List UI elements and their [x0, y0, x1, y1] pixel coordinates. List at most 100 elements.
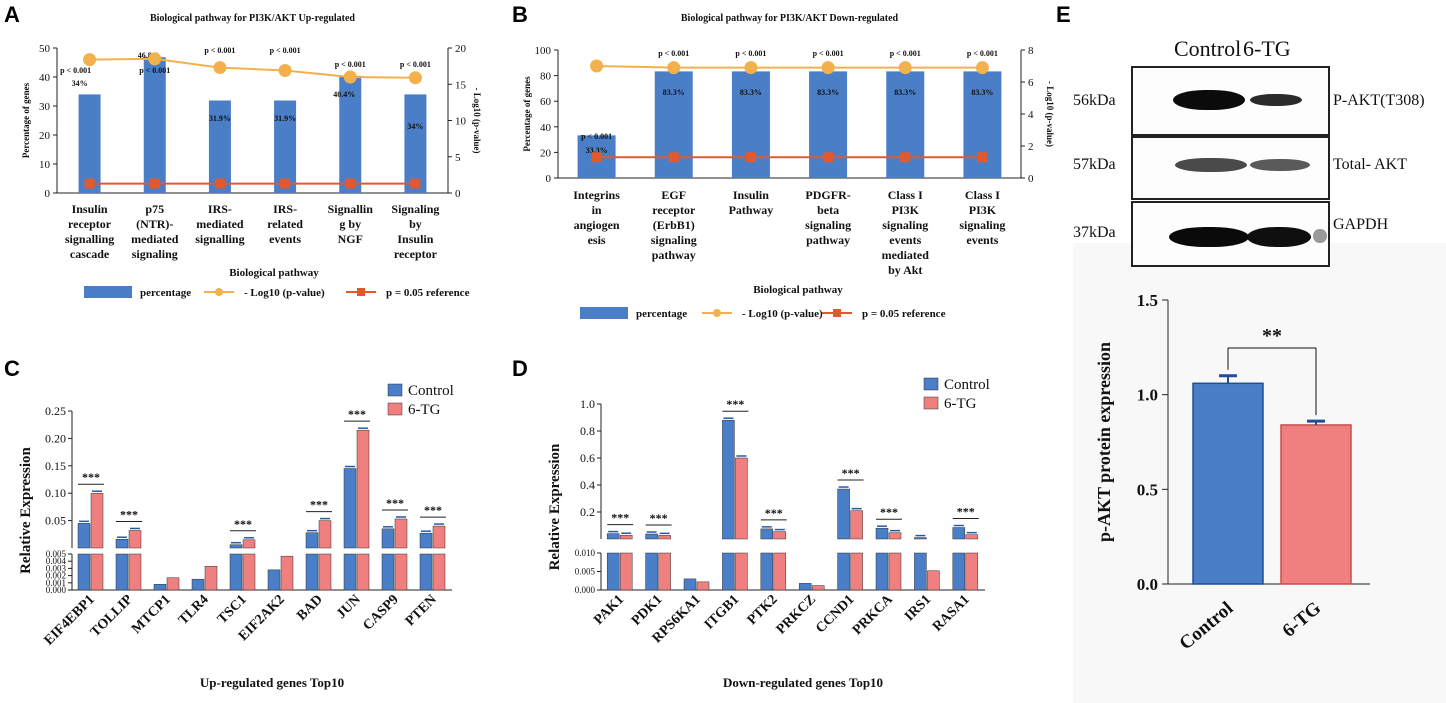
bar-upper-6-TG [242, 539, 256, 549]
pct-data-label: 83.3% [663, 88, 685, 97]
y2-tick-label: 0 [455, 188, 461, 200]
x-tick-label: receptor [394, 247, 438, 261]
bar-upper-6-TG [735, 457, 748, 540]
x-tick-label: PDGFR- [805, 188, 850, 202]
y-tick-label: 0.10 [45, 486, 66, 500]
y-tick-label: 80 [540, 71, 552, 83]
significance-stars: *** [310, 498, 328, 512]
reference-marker [84, 178, 95, 189]
y2-tick-label: 15 [455, 79, 467, 91]
y-tick-label: 0.5 [1137, 480, 1158, 499]
bar-lower-Control [722, 552, 735, 591]
x-tick-label: beta [817, 203, 839, 217]
bar-lower-Control [419, 553, 433, 591]
significance-stars: *** [120, 507, 138, 521]
kda-label-pakt: 56kDa [1073, 92, 1116, 109]
x-tick-label: (NTR)- [136, 217, 173, 231]
pvalue-marker [213, 61, 227, 75]
chart-title: Biological pathway for PI3K/AKT Down-reg… [681, 13, 899, 24]
y-tick-label: 1.0 [1137, 386, 1158, 405]
y-tick-label: 40 [540, 122, 552, 134]
bar-upper-6-TG [658, 535, 671, 540]
x-axis-title: Down-regulated genes Top10 [723, 675, 883, 690]
y-tick-label-lower: 0.000 [46, 585, 67, 595]
bar-lower-6-TG [773, 552, 787, 591]
x-tick-label: by [409, 217, 422, 231]
x-tick-label: signaling [132, 247, 178, 261]
legend-label-percentage: percentage [140, 287, 191, 299]
legend-marker-reference [833, 309, 841, 317]
bar-lower-6-TG [658, 552, 671, 591]
x-tick-label: IRS- [208, 202, 232, 216]
reference-marker [280, 178, 291, 189]
bar-upper-6-TG [619, 534, 633, 540]
kda-label-gapdh: 37kDa [1073, 224, 1116, 241]
bar-lower-Control [153, 583, 167, 591]
bar-Control [1192, 382, 1264, 585]
legend-label-Control: Control [408, 383, 454, 399]
x-tick-label: Signaling [391, 202, 439, 216]
bar-upper-Control [606, 533, 620, 540]
x-tick-label: PI3K [892, 203, 920, 217]
bar-lower-6-TG [927, 570, 940, 591]
bar-upper-6-TG [432, 525, 446, 549]
x-tick-label: signaling [805, 218, 851, 232]
p-value-label: p < 0.001 [967, 49, 998, 58]
significance-stars: ** [1262, 325, 1282, 347]
x-tick-label: ITGB1 [702, 592, 742, 632]
bar-lower-Control [305, 553, 319, 591]
x-tick-label: pathway [652, 248, 696, 262]
bar-lower-6-TG [280, 555, 294, 591]
x-axis-title: Biological pathway [229, 267, 319, 279]
pvalue-marker [278, 63, 292, 77]
p-value-label: p < 0.001 [658, 49, 689, 58]
bar-upper-6-TG [888, 532, 902, 540]
y2-tick-label: 4 [1028, 109, 1034, 121]
y-tick-label: 20 [39, 130, 51, 142]
p-value-label: p < 0.001 [139, 66, 170, 75]
bar-lower-6-TG [696, 581, 710, 591]
y-tick-label: 10 [39, 159, 51, 171]
blot-strip-total-akt [1131, 136, 1330, 200]
x-tick-label: Pathway [729, 203, 774, 217]
x-tick-label: PTK2 [745, 592, 781, 628]
x-tick-label: EGF [661, 188, 686, 202]
y-tick-label: 0.8 [580, 424, 595, 438]
x-tick-label: signalling [65, 232, 114, 246]
reference-marker [745, 152, 756, 163]
legend-label-pvalue: - Log10 (p-value) [742, 308, 823, 320]
bar-lower-6-TG [432, 553, 446, 591]
legend-label-reference: p = 0.05 reference [862, 308, 946, 320]
y-tick-label: 0.0 [1137, 575, 1158, 594]
y-tick-label-lower: 0.002 [46, 571, 66, 581]
significance-stars: *** [82, 470, 100, 484]
significance-stars: *** [234, 517, 252, 531]
kda-label-akt: 57kDa [1073, 156, 1116, 173]
y2-tick-label: 2 [1028, 141, 1034, 153]
bar-lower-Control [191, 578, 205, 591]
bar-lower-Control [267, 569, 281, 591]
bar-lower-6-TG [735, 552, 748, 591]
x-tick-label: PTEN [403, 592, 440, 629]
bar-upper-Control [115, 538, 129, 549]
bar-lower-Control [914, 552, 927, 591]
chart-c: 0.05 0.10 0.15 0.20 0.25 0.0000.0010.0020.003… [18, 383, 454, 690]
x-tick-label: receptor [652, 203, 696, 217]
bar-lower-6-TG [318, 553, 332, 591]
bar-lower-6-TG [166, 577, 180, 591]
band-pakt-control [1173, 90, 1245, 110]
significance-stars: *** [386, 496, 404, 510]
p-value-label: p < 0.001 [204, 46, 235, 55]
x-tick-label: RASA1 [930, 592, 973, 635]
y-axis-title: Relative Expression [547, 443, 563, 570]
y-axis-title: Percentage of genes [522, 76, 532, 152]
significance-stars: *** [765, 506, 783, 520]
bar-upper-6-TG [394, 518, 408, 549]
bar-lower-6-TG [204, 565, 218, 591]
bar-6-TG [1280, 424, 1352, 585]
bar-upper-Control [952, 527, 966, 540]
x-axis-title: Biological pathway [753, 284, 843, 296]
panel-label-e: E [1056, 2, 1071, 27]
bar-lower-Control [381, 553, 395, 591]
significance-stars: *** [348, 407, 366, 421]
